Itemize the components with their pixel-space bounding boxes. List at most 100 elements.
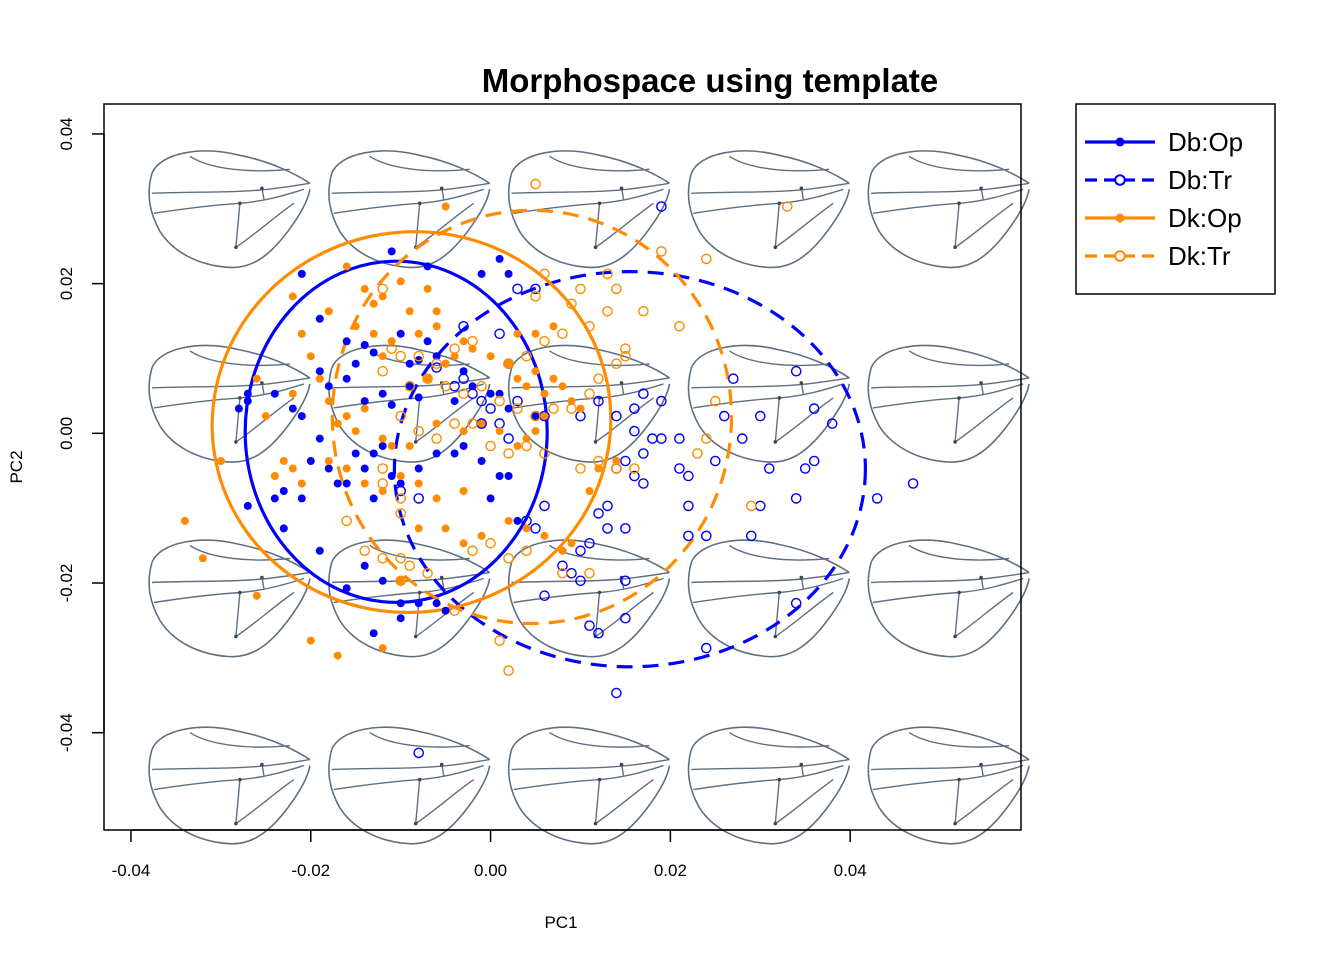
point-series-2-78: [459, 539, 468, 548]
point-series-1-70: [458, 320, 469, 332]
point-series-1-59: [826, 418, 838, 429]
point-series-0-7: [342, 337, 351, 346]
point-series-2-72: [306, 636, 315, 645]
point-series-1-56: [808, 455, 820, 467]
point-series-3-68: [449, 605, 460, 617]
point-series-0-52: [477, 457, 486, 465]
point-series-1-7: [485, 403, 496, 414]
point-series-3-57: [692, 448, 703, 459]
legend-label-3: Dk:Tr: [1168, 241, 1231, 271]
point-series-2-25: [522, 382, 531, 391]
point-series-0-63: [378, 576, 387, 585]
point-series-3-47: [503, 448, 514, 459]
point-series-3-56: [746, 500, 757, 512]
point-series-2-57: [288, 464, 297, 473]
point-series-3-23: [395, 350, 407, 362]
point-series-3-14: [674, 320, 685, 332]
point-series-2-15: [351, 322, 360, 331]
point-series-2-55: [288, 389, 297, 398]
point-series-3-3: [701, 253, 712, 265]
point-series-0-21: [360, 397, 369, 406]
point-series-0-24: [405, 382, 414, 391]
point-series-3-10: [611, 283, 622, 295]
point-series-2-56: [279, 457, 288, 465]
wing-outline-glyph-3-4: [867, 726, 1030, 845]
point-series-0-25: [414, 393, 423, 402]
point-series-2-33: [549, 322, 558, 331]
point-series-2-16: [432, 322, 441, 331]
ellipse-series-1: [392, 270, 868, 669]
wing-background-layer: [148, 150, 1030, 845]
x-tick-label-1: -0.02: [291, 861, 330, 880]
point-series-3-6: [539, 268, 550, 280]
point-series-2-24: [513, 374, 522, 383]
point-series-2-88: [540, 389, 549, 398]
point-series-3-7: [566, 298, 577, 310]
point-series-3-75: [503, 665, 514, 676]
point-series-1-49: [683, 530, 694, 542]
point-series-2-84: [567, 539, 576, 548]
point-series-1-58: [808, 403, 820, 414]
point-series-2-85: [585, 487, 594, 495]
wing-outline-glyph-0-3: [687, 150, 851, 269]
point-series-2-3: [378, 292, 387, 301]
point-series-1-53: [764, 463, 775, 474]
point-series-3-45: [467, 418, 478, 429]
point-series-3-40: [620, 350, 631, 362]
point-series-2-49: [513, 442, 522, 450]
y-tick-label-3: 0.02: [57, 267, 76, 300]
point-series-1-45: [593, 627, 604, 639]
point-series-1-63: [719, 410, 730, 422]
point-series-1-61: [907, 478, 919, 489]
point-series-1-26: [674, 463, 685, 474]
point-series-1-23: [620, 455, 631, 467]
legend-marker-1: [1114, 174, 1126, 186]
point-series-0-15: [432, 352, 441, 361]
point-series-3-28: [440, 380, 451, 392]
point-series-1-1: [530, 283, 541, 295]
point-series-2-7: [324, 307, 333, 316]
point-series-3-2: [656, 246, 667, 257]
point-series-3-44: [449, 418, 460, 429]
x-tick-label-3: 0.02: [654, 861, 687, 880]
point-series-2-42: [378, 434, 387, 443]
point-series-1-44: [584, 620, 595, 632]
point-series-0-3: [477, 269, 486, 278]
point-series-2-19: [441, 359, 450, 368]
point-series-2-82: [540, 531, 549, 540]
point-series-3-12: [584, 320, 595, 332]
point-series-3-71: [503, 553, 514, 564]
point-series-0-19: [324, 382, 333, 391]
point-series-3-34: [548, 403, 559, 414]
point-series-2-4: [396, 277, 405, 286]
point-series-2-21: [468, 344, 477, 353]
point-series-0-47: [396, 479, 405, 488]
point-series-2-36: [315, 374, 324, 383]
point-series-2-81: [522, 524, 531, 533]
point-series-0-32: [243, 389, 252, 398]
point-series-1-66: [701, 642, 712, 654]
point-series-1-30: [593, 508, 604, 519]
point-series-2-76: [414, 524, 423, 533]
point-series-1-48: [701, 530, 712, 542]
point-series-2-51: [531, 427, 540, 436]
point-series-2-73: [333, 651, 342, 660]
point-series-1-67: [790, 597, 802, 609]
point-series-3-63: [359, 545, 371, 557]
point-series-0-44: [369, 449, 378, 458]
point-series-2-6: [288, 292, 297, 301]
point-series-3-67: [422, 568, 433, 579]
point-series-2-17: [459, 337, 468, 346]
point-series-3-25: [377, 365, 389, 377]
point-series-2-58: [270, 472, 279, 480]
point-series-0-70: [486, 494, 495, 503]
point-series-0-40: [306, 457, 315, 465]
point-series-3-15: [557, 328, 568, 340]
point-series-0-36: [234, 404, 243, 413]
point-series-0-11: [396, 329, 405, 338]
point-series-0-4: [495, 254, 504, 263]
point-series-3-43: [431, 433, 442, 444]
wing-outline-glyph-2-1: [328, 539, 491, 658]
point-series-0-61: [342, 584, 351, 593]
